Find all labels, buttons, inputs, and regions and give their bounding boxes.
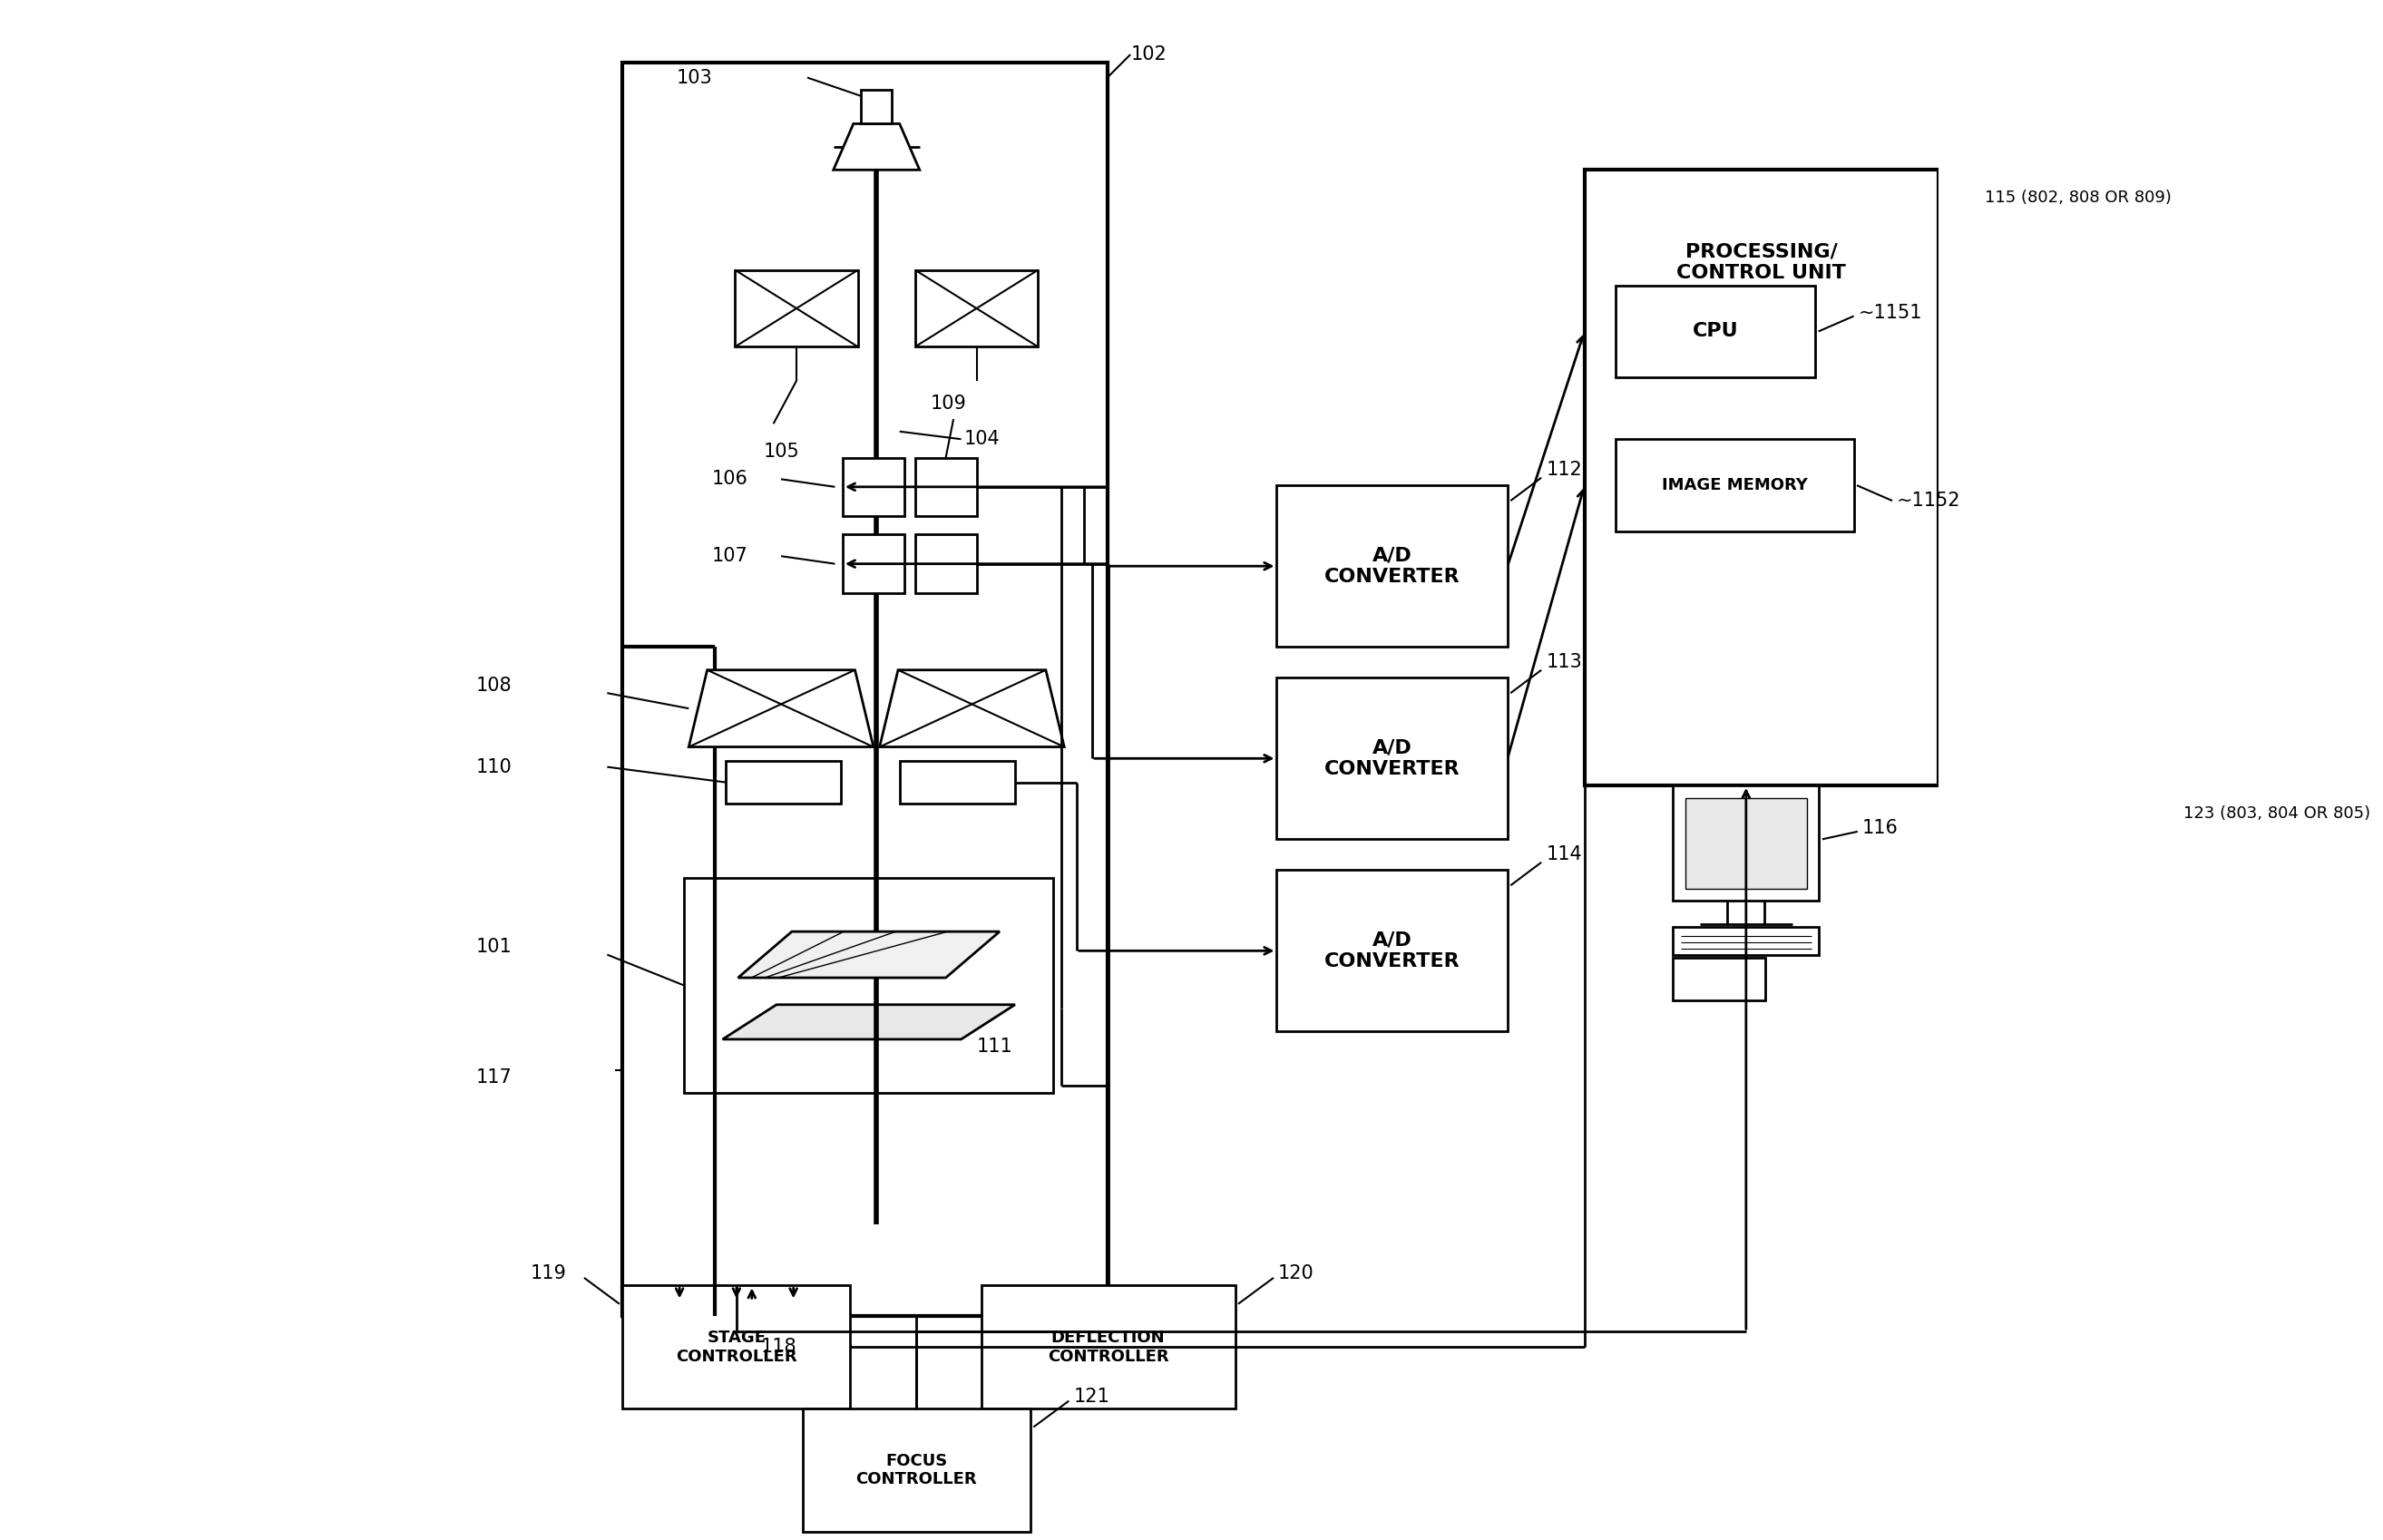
Text: 109: 109: [929, 394, 967, 413]
Bar: [915, 457, 977, 516]
Bar: [1685, 798, 1806, 889]
Polygon shape: [722, 1004, 1015, 1040]
Text: ~1151: ~1151: [1859, 303, 1923, 322]
Text: 112: 112: [1547, 460, 1582, 479]
Text: 101: 101: [477, 938, 512, 956]
Bar: [1277, 485, 1508, 647]
Text: IMAGE MEMORY: IMAGE MEMORY: [1661, 477, 1806, 493]
Text: 115 (802, 808 OR 809): 115 (802, 808 OR 809): [1985, 189, 2171, 206]
Bar: [1277, 678, 1508, 839]
Text: 123 (803, 804 OR 805): 123 (803, 804 OR 805): [2183, 805, 2371, 821]
Text: 117: 117: [477, 1069, 512, 1087]
Bar: [844, 534, 903, 593]
Text: FOCUS
CONTROLLER: FOCUS CONTROLLER: [855, 1452, 977, 1488]
Text: 102: 102: [1130, 45, 1168, 63]
Text: 104: 104: [965, 430, 1001, 448]
Bar: [1277, 870, 1508, 1032]
Text: CPU: CPU: [1692, 322, 1737, 340]
Text: STAGE
CONTROLLER: STAGE CONTROLLER: [677, 1329, 796, 1364]
Polygon shape: [622, 62, 1108, 1317]
Polygon shape: [879, 670, 1065, 747]
Text: A/D
CONVERTER: A/D CONVERTER: [1325, 739, 1461, 778]
Bar: [803, 1409, 1029, 1532]
Text: A/D
CONVERTER: A/D CONVERTER: [1325, 932, 1461, 970]
Polygon shape: [739, 932, 998, 978]
Text: A/D
CONVERTER: A/D CONVERTER: [1325, 547, 1461, 585]
Bar: [1673, 958, 1766, 1001]
Text: 119: 119: [531, 1264, 567, 1283]
Text: 105: 105: [763, 442, 798, 460]
Bar: [1673, 927, 1818, 955]
Text: 114: 114: [1547, 845, 1582, 864]
Text: PROCESSING/
CONTROL UNIT: PROCESSING/ CONTROL UNIT: [1678, 243, 1847, 282]
Bar: [734, 270, 858, 346]
Bar: [1616, 439, 1854, 531]
Bar: [622, 1286, 851, 1409]
Text: ~1152: ~1152: [1897, 491, 1961, 510]
Ellipse shape: [2030, 938, 2140, 981]
Bar: [901, 761, 1015, 804]
Text: 121: 121: [1072, 1388, 1110, 1406]
Text: 106: 106: [713, 470, 748, 488]
Bar: [860, 89, 891, 123]
Text: 120: 120: [1277, 1264, 1315, 1283]
Bar: [1673, 785, 1818, 901]
Text: 113: 113: [1547, 653, 1582, 671]
Bar: [915, 534, 977, 593]
Polygon shape: [834, 123, 920, 169]
Bar: [915, 270, 1039, 346]
Bar: [684, 878, 1053, 1093]
Text: 103: 103: [677, 68, 713, 86]
Bar: [727, 761, 841, 804]
Text: 118: 118: [760, 1338, 796, 1357]
Text: 111: 111: [977, 1038, 1013, 1056]
Text: 110: 110: [477, 758, 512, 776]
Text: 108: 108: [477, 676, 512, 695]
Bar: [982, 1286, 1234, 1409]
Text: 107: 107: [713, 547, 748, 565]
Bar: [1585, 169, 1937, 785]
Polygon shape: [689, 670, 875, 747]
Text: 116: 116: [1861, 819, 1899, 838]
Bar: [844, 457, 903, 516]
Bar: [1616, 285, 1816, 377]
Text: DEFLECTION
CONTROLLER: DEFLECTION CONTROLLER: [1049, 1329, 1168, 1364]
Ellipse shape: [2030, 802, 2140, 845]
